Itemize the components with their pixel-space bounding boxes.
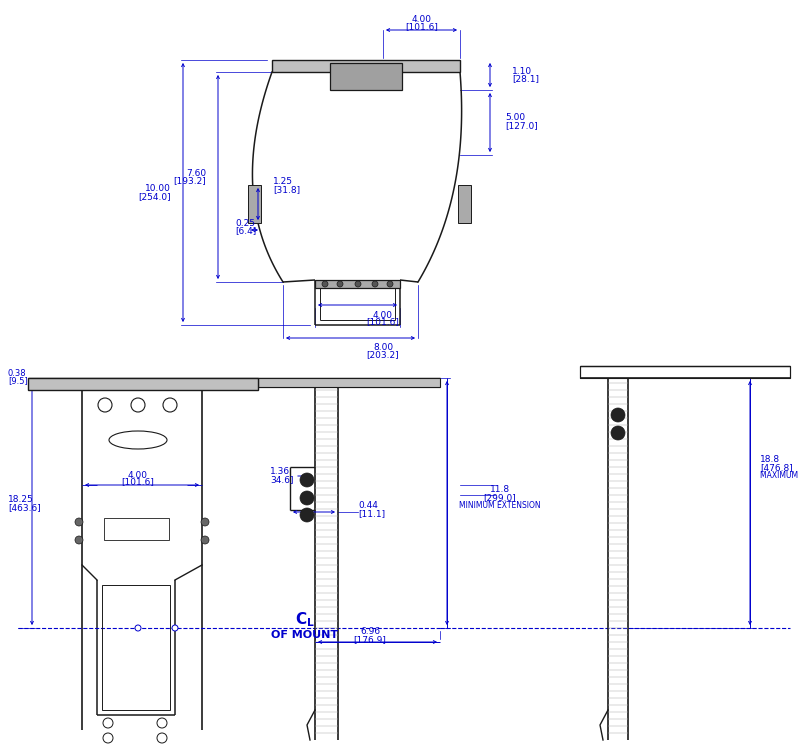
Text: [476.8]: [476.8] <box>760 464 793 473</box>
Circle shape <box>75 518 83 526</box>
Text: XXX-XXXXX
PRODUCT LABEL: XXX-XXXXX PRODUCT LABEL <box>119 525 153 533</box>
Circle shape <box>611 408 625 422</box>
Circle shape <box>355 281 361 287</box>
Bar <box>104 518 169 540</box>
Circle shape <box>135 625 141 631</box>
Text: 1.36: 1.36 <box>270 467 290 476</box>
Text: $\mathbf{C_L}$: $\mathbf{C_L}$ <box>295 610 315 629</box>
Text: 7.60: 7.60 <box>186 169 206 178</box>
Circle shape <box>163 398 177 412</box>
Text: [203.2]: [203.2] <box>366 351 399 360</box>
Circle shape <box>300 491 314 505</box>
Text: 5.00: 5.00 <box>505 114 525 123</box>
Text: 4.00: 4.00 <box>128 470 148 479</box>
Text: 11.8: 11.8 <box>490 485 510 494</box>
Text: [31.8]: [31.8] <box>273 186 300 195</box>
Circle shape <box>131 398 145 412</box>
Circle shape <box>300 473 314 487</box>
Bar <box>330 63 402 90</box>
Circle shape <box>75 536 83 544</box>
Bar <box>258 378 440 387</box>
Text: 10.00: 10.00 <box>145 184 171 193</box>
Circle shape <box>98 398 112 412</box>
Text: 18.25: 18.25 <box>8 496 34 505</box>
Text: 6.96: 6.96 <box>360 628 380 637</box>
Circle shape <box>372 281 378 287</box>
Text: [127.0]: [127.0] <box>505 121 538 130</box>
Text: [9.5]: [9.5] <box>8 377 28 386</box>
Text: [101.6]: [101.6] <box>122 478 154 487</box>
Text: [299.0]: [299.0] <box>484 494 516 503</box>
Text: [193.2]: [193.2] <box>174 177 206 186</box>
Bar <box>272 60 460 72</box>
Bar <box>102 585 170 710</box>
Bar <box>458 185 471 223</box>
Bar <box>580 366 790 378</box>
Circle shape <box>172 625 178 631</box>
Circle shape <box>103 733 113 743</box>
Ellipse shape <box>109 431 167 449</box>
Text: 1.25: 1.25 <box>273 178 293 187</box>
Circle shape <box>157 733 167 743</box>
Text: 18.8: 18.8 <box>760 455 780 464</box>
Text: MINIMUM EXTENSION: MINIMUM EXTENSION <box>459 502 541 511</box>
Text: [11.1]: [11.1] <box>358 509 385 518</box>
Text: 4.00: 4.00 <box>373 311 393 320</box>
Text: 4.00: 4.00 <box>411 16 431 25</box>
Text: 0.38: 0.38 <box>8 369 26 378</box>
Circle shape <box>611 426 625 440</box>
Bar <box>248 185 261 223</box>
Text: 0.44: 0.44 <box>358 502 378 511</box>
Text: [463.6]: [463.6] <box>8 503 41 512</box>
Circle shape <box>387 281 393 287</box>
Circle shape <box>157 718 167 728</box>
Text: 8.00: 8.00 <box>373 344 393 353</box>
Circle shape <box>201 536 209 544</box>
Text: [254.0]: [254.0] <box>138 192 171 201</box>
Bar <box>315 280 400 288</box>
Text: [28.1]: [28.1] <box>512 74 539 83</box>
Circle shape <box>103 718 113 728</box>
Text: OF MOUNT: OF MOUNT <box>271 630 338 640</box>
Text: [176.9]: [176.9] <box>354 635 386 644</box>
Text: 0.25: 0.25 <box>235 219 255 228</box>
Text: MAXIMUM EXTENSION: MAXIMUM EXTENSION <box>760 472 800 481</box>
Circle shape <box>337 281 343 287</box>
Circle shape <box>322 281 328 287</box>
Text: 34.6]: 34.6] <box>270 476 294 485</box>
Circle shape <box>300 508 314 522</box>
Circle shape <box>201 518 209 526</box>
Text: 1.10: 1.10 <box>512 67 532 76</box>
Text: [101.6]: [101.6] <box>405 22 438 31</box>
Bar <box>28 378 258 390</box>
Text: [6.4]: [6.4] <box>235 226 256 235</box>
Text: [101.6]: [101.6] <box>366 318 399 327</box>
